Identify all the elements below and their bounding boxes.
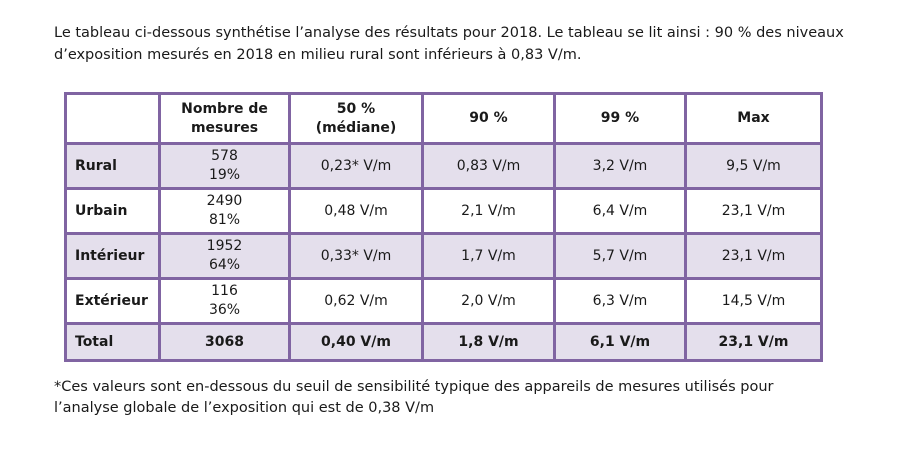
count-value: 1952 <box>206 238 243 254</box>
header-empty <box>64 92 161 145</box>
max-cell: 23,1 V/m <box>684 232 823 280</box>
p50-cell: 0,62 V/m <box>288 277 424 325</box>
p90-cell: 1,7 V/m <box>421 232 556 280</box>
header-max: Max <box>684 92 823 145</box>
share-value: 36% <box>208 302 241 318</box>
count-cell: 2490 81% <box>158 187 291 235</box>
count-value: 116 <box>211 283 238 299</box>
count-cell: 1952 64% <box>158 232 291 280</box>
intro-text: Le tableau ci-dessous synthétise l’analy… <box>54 25 844 63</box>
footnote-line1: *Ces valeurs sont en-dessous du seuil de… <box>54 379 774 395</box>
header-p50-line2: (médiane) <box>315 119 397 136</box>
total-p99: 6,1 V/m <box>553 322 687 362</box>
header-row: Nombre de mesures 50 % (médiane) 90 % 99… <box>64 92 823 145</box>
p99-cell: 6,4 V/m <box>553 187 687 235</box>
max-cell: 14,5 V/m <box>684 277 823 325</box>
table-row: Intérieur 1952 64% 0,33* V/m 1,7 V/m 5,7… <box>64 232 823 280</box>
share-value: 64% <box>208 257 241 273</box>
total-count: 3068 <box>158 322 291 362</box>
total-max: 23,1 V/m <box>684 322 823 362</box>
results-table: Nombre de mesures 50 % (médiane) 90 % 99… <box>64 92 823 362</box>
share-value: 19% <box>208 167 241 183</box>
table-row: Urbain 2490 81% 0,48 V/m 2,1 V/m 6,4 V/m… <box>64 187 823 235</box>
share-value: 81% <box>208 212 241 228</box>
header-count: Nombre de mesures <box>158 92 291 145</box>
max-cell: 9,5 V/m <box>684 142 823 190</box>
p50-cell: 0,23* V/m <box>288 142 424 190</box>
p90-cell: 2,1 V/m <box>421 187 556 235</box>
row-label: Urbain <box>64 187 161 235</box>
total-p50: 0,40 V/m <box>288 322 424 362</box>
count-value: 2490 <box>206 193 243 209</box>
p99-cell: 3,2 V/m <box>553 142 687 190</box>
count-value: 578 <box>211 148 238 164</box>
header-p90: 90 % <box>421 92 556 145</box>
footnote: *Ces valeurs sont en-dessous du seuil de… <box>54 377 854 419</box>
total-label: Total <box>64 322 161 362</box>
header-p99: 99 % <box>553 92 687 145</box>
header-count-line2: mesures <box>190 119 259 136</box>
max-cell: 23,1 V/m <box>684 187 823 235</box>
table-row: Rural 578 19% 0,23* V/m 0,83 V/m 3,2 V/m… <box>64 142 823 190</box>
header-p50: 50 % (médiane) <box>288 92 424 145</box>
p90-cell: 2,0 V/m <box>421 277 556 325</box>
row-label: Extérieur <box>64 277 161 325</box>
count-cell: 578 19% <box>158 142 291 190</box>
results-table-container: Nombre de mesures 50 % (médiane) 90 % 99… <box>64 92 823 362</box>
row-label: Rural <box>64 142 161 190</box>
header-count-line1: Nombre de <box>181 100 268 117</box>
total-row: Total 3068 0,40 V/m 1,8 V/m 6,1 V/m 23,1… <box>64 322 823 362</box>
p99-cell: 6,3 V/m <box>553 277 687 325</box>
p50-cell: 0,48 V/m <box>288 187 424 235</box>
row-label: Intérieur <box>64 232 161 280</box>
header-p50-line1: 50 % <box>336 100 376 117</box>
count-cell: 116 36% <box>158 277 291 325</box>
footnote-line2: l’analyse globale de l’exposition qui es… <box>54 400 435 416</box>
total-p90: 1,8 V/m <box>421 322 556 362</box>
table-row: Extérieur 116 36% 0,62 V/m 2,0 V/m 6,3 V… <box>64 277 823 325</box>
p50-cell: 0,33* V/m <box>288 232 424 280</box>
p90-cell: 0,83 V/m <box>421 142 556 190</box>
p99-cell: 5,7 V/m <box>553 232 687 280</box>
